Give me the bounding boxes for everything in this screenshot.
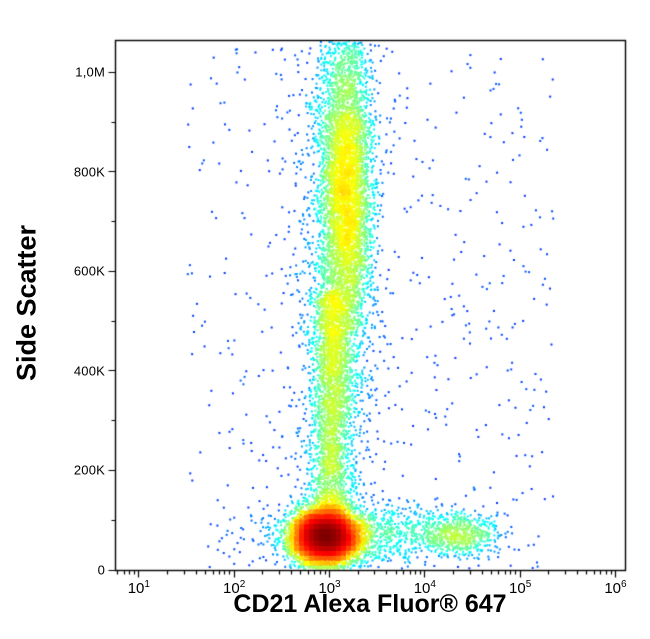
x-tick-label-10e1: 101 (127, 579, 150, 597)
x-tick-label-10e2: 102 (223, 579, 246, 597)
y-tick-label-0: 0 (97, 562, 105, 578)
y-tick-label-800K: 800K (73, 164, 105, 180)
x-tick-label-10e3: 103 (318, 579, 341, 597)
y-tick-label-400K: 400K (73, 363, 105, 379)
y-tick-label-600K: 600K (73, 263, 105, 279)
x-tick-label-10e5: 105 (509, 579, 532, 597)
x-tick-label-10e6: 106 (604, 579, 627, 597)
x-axis-title: CD21 Alexa Fluor® 647 (233, 590, 507, 618)
x-tick-label-10e4: 104 (413, 579, 436, 597)
y-tick-label-1,0M: 1,0M (75, 64, 105, 80)
y-tick-label-200K: 200K (73, 462, 105, 478)
y-axis-title: Side Scatter (11, 224, 42, 382)
